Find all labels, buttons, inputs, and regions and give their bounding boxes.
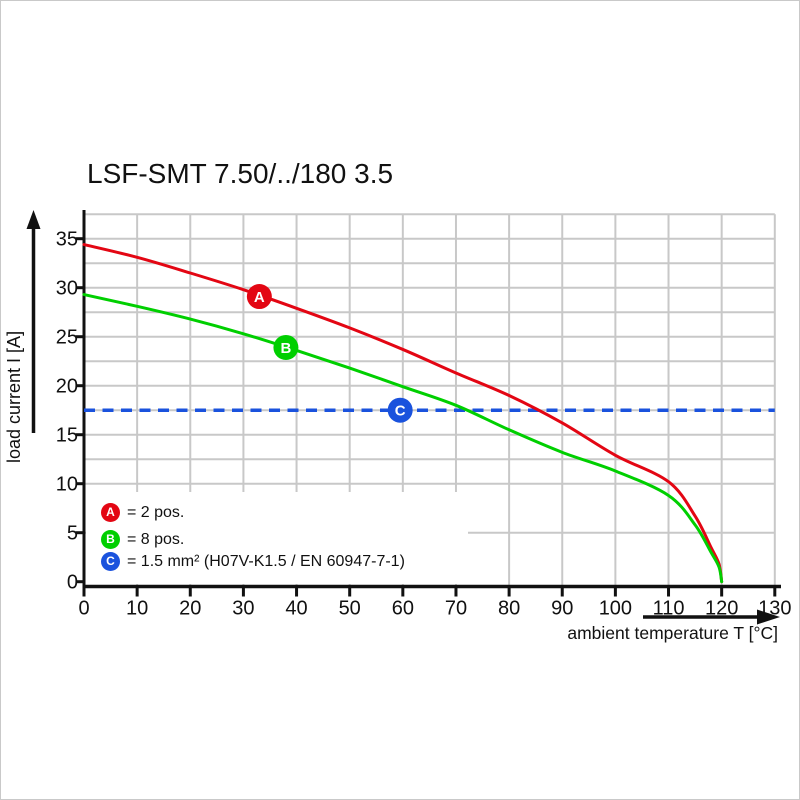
curve-B: [82, 293, 724, 584]
legend-marker-a-icon: A: [101, 503, 120, 522]
y-tick-label-10: 10: [56, 474, 78, 496]
marker-B-label: B: [281, 340, 292, 357]
y-tick-label-25: 25: [56, 327, 78, 349]
x-tick-label-100: 100: [599, 598, 632, 620]
legend-item-2pos: A = 2 pos.: [101, 503, 184, 522]
x-tick-label-0: 0: [78, 598, 89, 620]
x-tick-label-70: 70: [445, 598, 467, 620]
y-tick-label-35: 35: [56, 229, 78, 251]
y-tick-label-20: 20: [56, 376, 78, 398]
legend-label: = 8 pos.: [127, 530, 185, 548]
x-axis-label: ambient temperature T [°C]: [567, 623, 778, 643]
chart-title: LSF-SMT 7.50/../180 3.5: [87, 158, 394, 189]
legend-marker-c-icon: C: [101, 552, 120, 571]
y-tick-label-0: 0: [67, 572, 78, 594]
marker-A-icon: [246, 284, 272, 310]
legend-marker-b-icon: B: [101, 530, 120, 549]
y-tick-label-5: 5: [67, 523, 78, 545]
marker-A-label: A: [254, 289, 265, 306]
legend-label: = 1.5 mm² (H07V-K1.5 / EN 60947-7-1): [127, 552, 405, 570]
x-axis-arrow-head-icon: [757, 609, 780, 625]
x-tick-label-110: 110: [653, 598, 685, 620]
x-tick-label-120: 120: [705, 598, 738, 620]
y-axis-label: load current I [A]: [4, 330, 24, 463]
legend-background: [86, 492, 468, 584]
x-tick-label-50: 50: [339, 598, 361, 620]
x-tick-label-10: 10: [126, 598, 148, 620]
y-tick-label-30: 30: [56, 278, 78, 300]
marker-B-icon: [273, 334, 299, 360]
x-tick-label-80: 80: [498, 598, 520, 620]
legend-item-8pos: B = 8 pos.: [101, 530, 184, 549]
x-tick-label-20: 20: [179, 598, 201, 620]
curve-A: [82, 243, 724, 584]
y-axis-arrow-head-icon: [26, 210, 41, 229]
legend-label: = 2 pos.: [127, 503, 185, 521]
marker-C-label: C: [395, 403, 406, 420]
x-tick-label-90: 90: [551, 598, 573, 620]
marker-C-icon: [387, 397, 413, 423]
x-tick-label-40: 40: [285, 598, 307, 620]
x-tick-label-30: 30: [232, 598, 254, 620]
legend-item-wire: C = 1.5 mm² (H07V-K1.5 / EN 60947-7-1): [101, 552, 405, 571]
x-tick-label-60: 60: [392, 598, 414, 620]
y-tick-label-15: 15: [56, 425, 78, 447]
